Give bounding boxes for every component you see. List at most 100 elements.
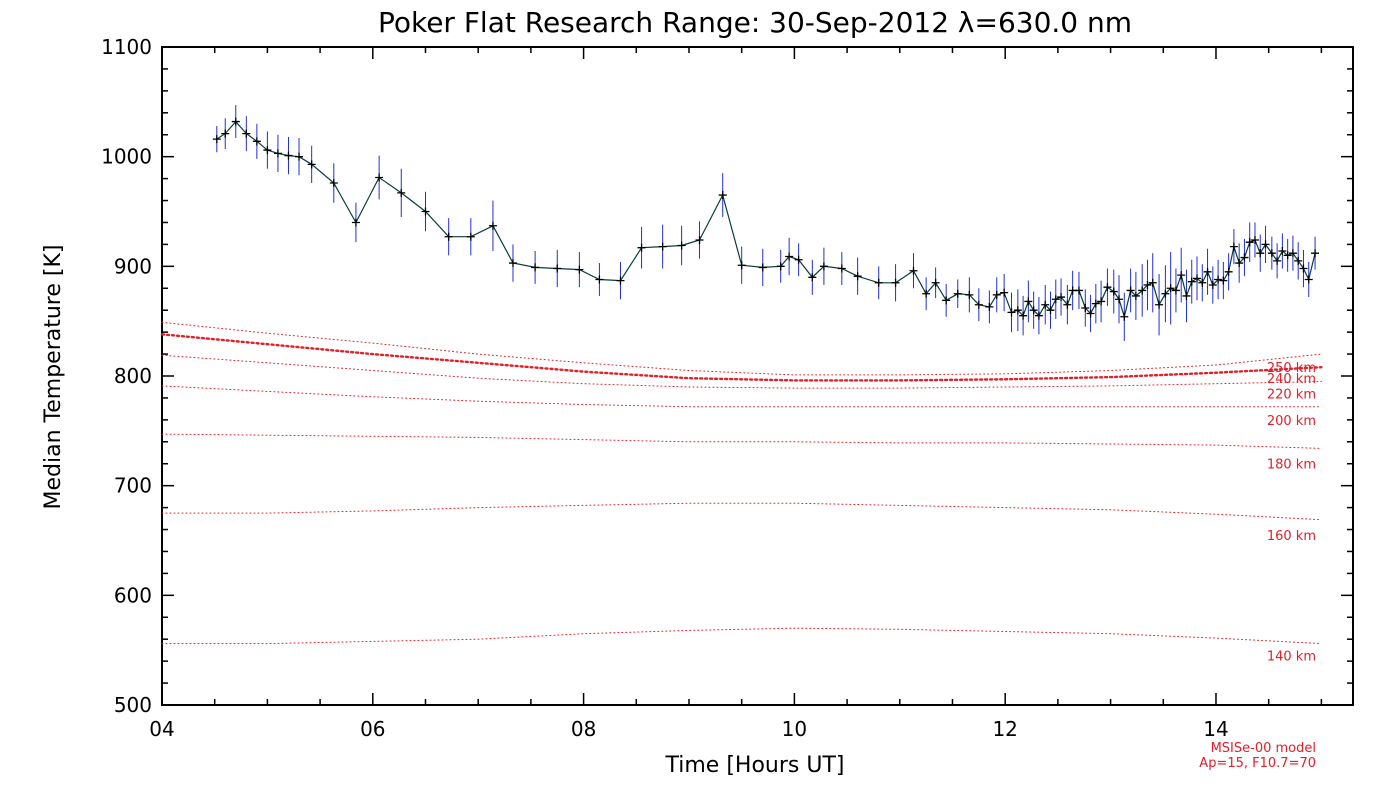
data-point xyxy=(1245,238,1254,247)
data-point xyxy=(531,263,540,272)
data-point xyxy=(1120,312,1129,321)
data-point xyxy=(1148,278,1157,287)
data-point xyxy=(1013,306,1022,315)
data-point xyxy=(965,290,974,299)
data-point xyxy=(808,273,817,282)
data-point xyxy=(637,243,646,252)
data-point xyxy=(273,149,282,158)
data-point xyxy=(212,135,221,144)
data-point xyxy=(992,290,1001,299)
data-point xyxy=(1256,249,1265,258)
data-point xyxy=(221,129,230,138)
data-point xyxy=(837,264,846,273)
data-point xyxy=(1131,291,1140,300)
data-point xyxy=(1224,267,1233,276)
data-point xyxy=(1208,280,1217,289)
data-point xyxy=(785,252,794,261)
model-curve-label: 250 km xyxy=(1267,361,1316,376)
error-bars xyxy=(216,105,1316,341)
data-point xyxy=(1166,284,1175,293)
data-point xyxy=(1267,249,1276,258)
model-curve xyxy=(161,433,1322,449)
y-tick-label: 600 xyxy=(114,583,152,607)
data-point xyxy=(553,264,562,273)
model-curve xyxy=(161,354,1322,389)
data-point xyxy=(263,146,272,155)
data-point xyxy=(375,173,384,182)
data-point xyxy=(1155,300,1164,309)
data-point xyxy=(1182,291,1191,300)
data-point xyxy=(1187,277,1196,286)
data-point xyxy=(1171,286,1180,295)
data-point xyxy=(351,218,360,227)
data-point xyxy=(1299,264,1308,273)
data-point xyxy=(909,266,918,275)
data-point xyxy=(1143,280,1152,289)
x-tick-label: 14 xyxy=(1203,717,1228,741)
y-tick-label: 500 xyxy=(114,693,152,717)
data-point xyxy=(931,278,940,287)
x-tick-label: 08 xyxy=(571,717,596,741)
data-point xyxy=(1278,246,1287,255)
data-point xyxy=(1063,300,1072,309)
data-point xyxy=(1283,251,1292,260)
model-annotation-line-1: MSISe-00 model xyxy=(1211,741,1316,756)
data-point xyxy=(1138,286,1147,295)
x-tick-label: 04 xyxy=(149,717,174,741)
data-point xyxy=(953,289,962,298)
model-annotation-line-2: Ap=15, F10.7=70 xyxy=(1199,756,1316,771)
data-point xyxy=(252,137,261,146)
model-curve-label: 140 km xyxy=(1267,650,1316,665)
data-point xyxy=(1235,259,1244,268)
data-point xyxy=(466,232,475,241)
data-point xyxy=(891,278,900,287)
data-point xyxy=(421,207,430,216)
chart-title: Poker Flat Research Range: 30-Sep-2012 λ… xyxy=(378,6,1132,39)
data-point xyxy=(819,262,828,271)
plot-area: 04 06 08 10 12 14 500 600 700 800 900 1000 1100 250 k… xyxy=(101,35,1354,741)
data-point xyxy=(1161,289,1170,298)
x-tick-label: 10 xyxy=(782,717,807,741)
data-point xyxy=(695,236,704,245)
data-point xyxy=(677,241,686,250)
data-point xyxy=(508,259,517,268)
data-point xyxy=(1229,242,1238,251)
model-curve-label: 180 km xyxy=(1267,458,1316,473)
data-point xyxy=(874,278,883,287)
model-curve xyxy=(161,385,1322,408)
x-axis-label: Time [Hours UT] xyxy=(665,753,845,778)
x-tick-label: 12 xyxy=(992,717,1017,741)
data-point xyxy=(1219,276,1228,285)
y-tick-label: 900 xyxy=(114,254,152,278)
data-point xyxy=(737,261,746,270)
data-point xyxy=(1304,275,1313,284)
temperature-line xyxy=(216,120,1316,320)
data-point xyxy=(284,151,293,160)
data-point xyxy=(1193,274,1202,283)
data-point xyxy=(1019,311,1028,320)
data-point xyxy=(1029,306,1038,315)
model-curve xyxy=(160,333,1323,382)
data-point xyxy=(616,276,625,285)
data-point xyxy=(575,265,584,274)
model-curve xyxy=(161,502,1322,521)
data-point xyxy=(488,221,497,230)
y-tick-label: 1100 xyxy=(101,35,152,59)
model-curve-label: 240 km xyxy=(1267,372,1316,387)
data-point xyxy=(658,242,667,251)
data-point xyxy=(444,232,453,241)
data-point xyxy=(1126,286,1135,295)
data-point xyxy=(1288,249,1297,258)
data-point xyxy=(1198,278,1207,287)
data-point xyxy=(329,178,338,187)
model-curve-label: 200 km xyxy=(1267,414,1316,429)
data-point xyxy=(1007,308,1016,317)
data-point xyxy=(231,117,240,126)
data-point xyxy=(942,296,951,305)
model-curve xyxy=(161,627,1322,645)
data-point xyxy=(1273,256,1282,265)
data-point xyxy=(1097,297,1106,306)
data-point xyxy=(974,300,983,309)
data-point xyxy=(1240,253,1249,262)
